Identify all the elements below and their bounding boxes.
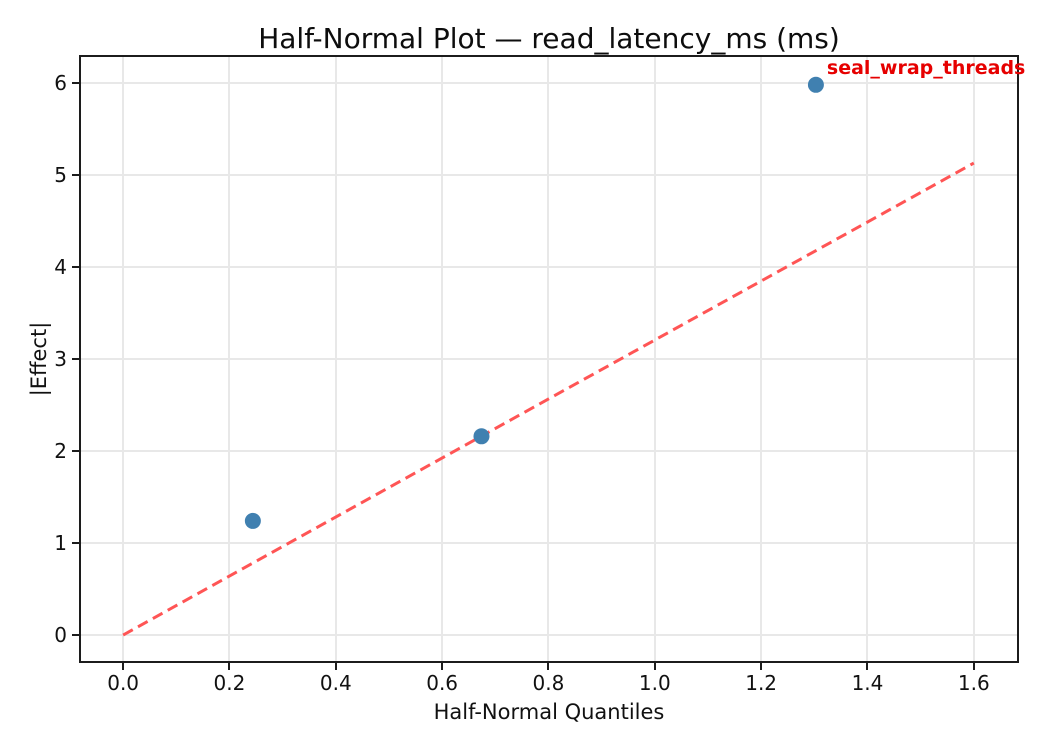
y-tick xyxy=(72,358,79,360)
x-tick xyxy=(441,663,444,670)
y-tick-label: 2 xyxy=(54,439,67,463)
point-annotation: seal_wrap_threads xyxy=(826,56,1026,79)
y-tick-label: 3 xyxy=(54,347,67,371)
x-tick-label: 0.8 xyxy=(532,671,565,695)
y-tick-label: 1 xyxy=(54,531,67,556)
x-tick xyxy=(866,663,869,670)
gridline xyxy=(79,542,1019,545)
plot-area: seal_wrap_threads xyxy=(79,55,1025,663)
data-layer xyxy=(122,76,975,637)
x-tick xyxy=(547,663,550,670)
y-tick-label: 6 xyxy=(54,70,67,95)
data-point xyxy=(244,512,261,529)
gridline xyxy=(79,634,1019,637)
y-axis-label: |Effect| xyxy=(27,321,51,397)
y-tick-label: 5 xyxy=(54,162,67,187)
y-tick xyxy=(72,265,79,268)
x-tick xyxy=(972,663,975,670)
x-axis-label: Half-Normal Quantiles xyxy=(433,700,665,724)
x-tick-label: 0.4 xyxy=(319,671,352,695)
grid-layer xyxy=(79,55,1019,663)
gridline xyxy=(79,173,1019,176)
gridline xyxy=(79,358,1019,360)
y-tick xyxy=(72,81,79,84)
data-point xyxy=(807,76,824,93)
x-tick xyxy=(122,663,125,670)
y-tick xyxy=(72,173,79,176)
gridline xyxy=(79,81,1019,84)
y-tick xyxy=(72,634,79,637)
x-tick xyxy=(228,663,231,670)
x-tick-label: 1.6 xyxy=(957,671,990,695)
reference-line xyxy=(122,161,975,637)
chart-title: Half-Normal Plot — read_latency_ms (ms) xyxy=(258,22,840,55)
x-tick xyxy=(760,663,763,670)
gridline xyxy=(79,450,1019,452)
y-tick-label: 4 xyxy=(54,254,67,279)
y-tick-label: 0 xyxy=(54,623,67,648)
x-tick-label: 1.2 xyxy=(745,671,778,695)
x-tick-label: 1.4 xyxy=(851,671,884,695)
y-tick xyxy=(72,450,79,452)
x-tick-label: 0.2 xyxy=(213,671,246,695)
y-tick xyxy=(72,542,79,545)
gridline xyxy=(79,265,1019,268)
data-point xyxy=(473,428,490,445)
x-tick-label: 0.0 xyxy=(107,671,140,695)
x-tick xyxy=(653,663,656,670)
x-tick-label: 1.0 xyxy=(638,671,671,695)
x-tick-label: 0.6 xyxy=(426,671,459,695)
x-tick xyxy=(334,663,337,670)
